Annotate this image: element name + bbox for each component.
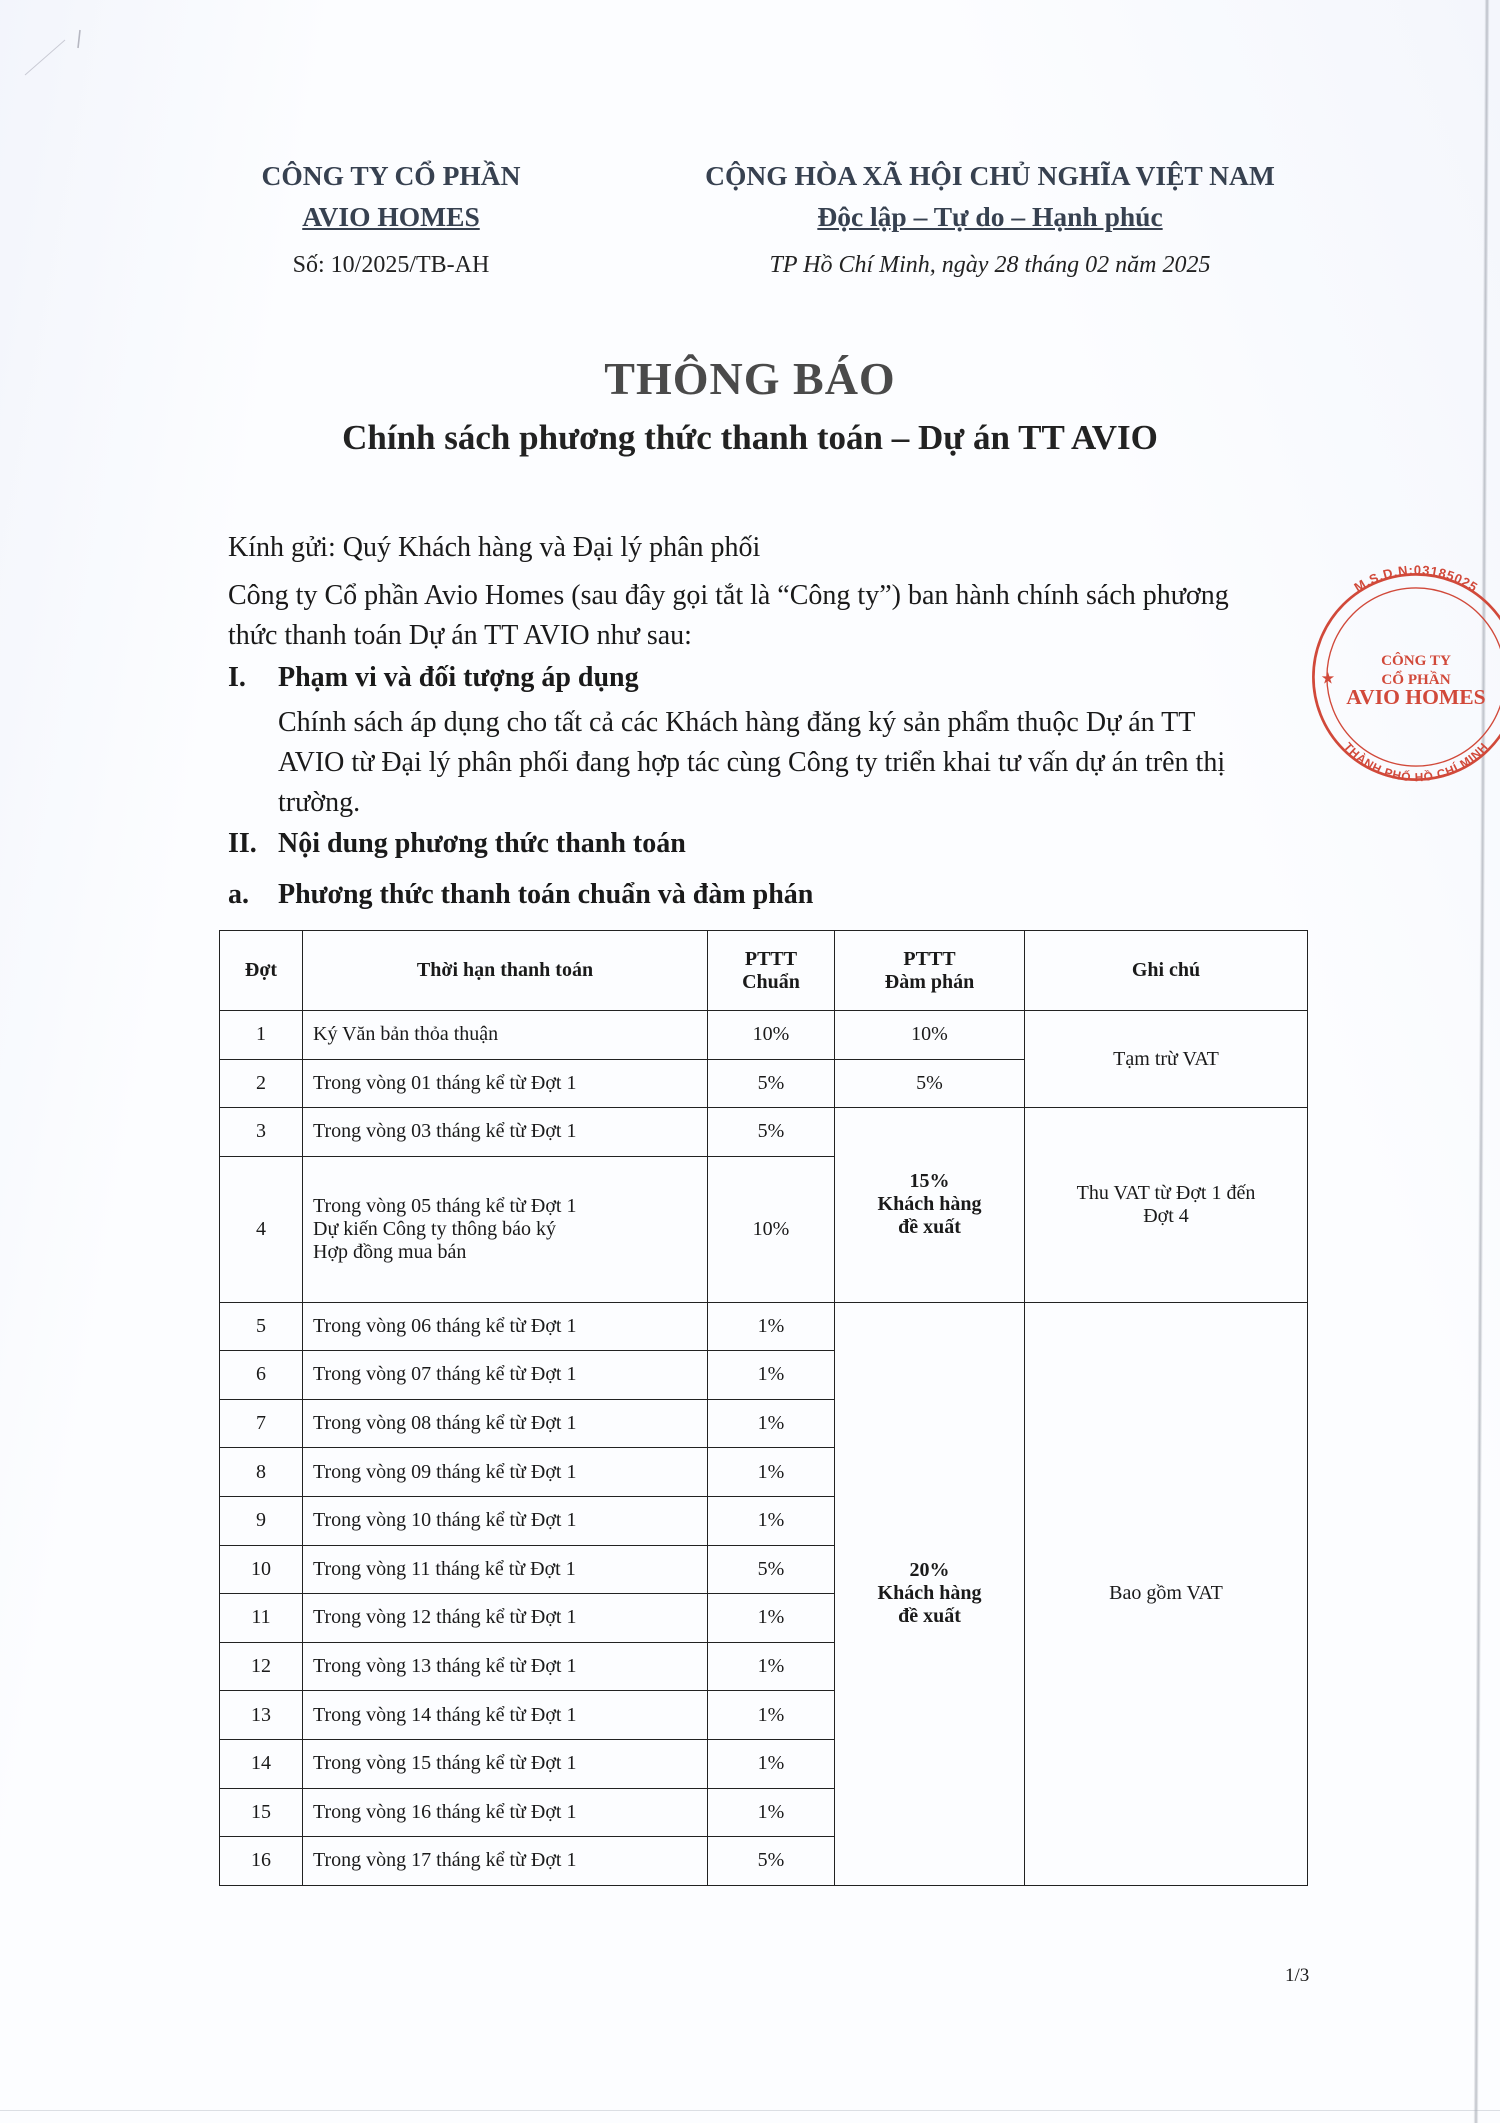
svg-text:M.S.D.N:03185025: M.S.D.N:03185025 [1351,562,1480,595]
svg-text:★: ★ [1321,669,1336,687]
svg-text:CÔNG TY: CÔNG TY [1381,652,1451,669]
svg-text:CỔ PHẦN: CỔ PHẦN [1381,670,1450,688]
svg-text:THÀNH PHỐ HỒ CHÍ MINH: THÀNH PHỐ HỒ CHÍ MINH [1341,740,1491,785]
svg-text:AVIO HOMES: AVIO HOMES [1346,685,1485,709]
